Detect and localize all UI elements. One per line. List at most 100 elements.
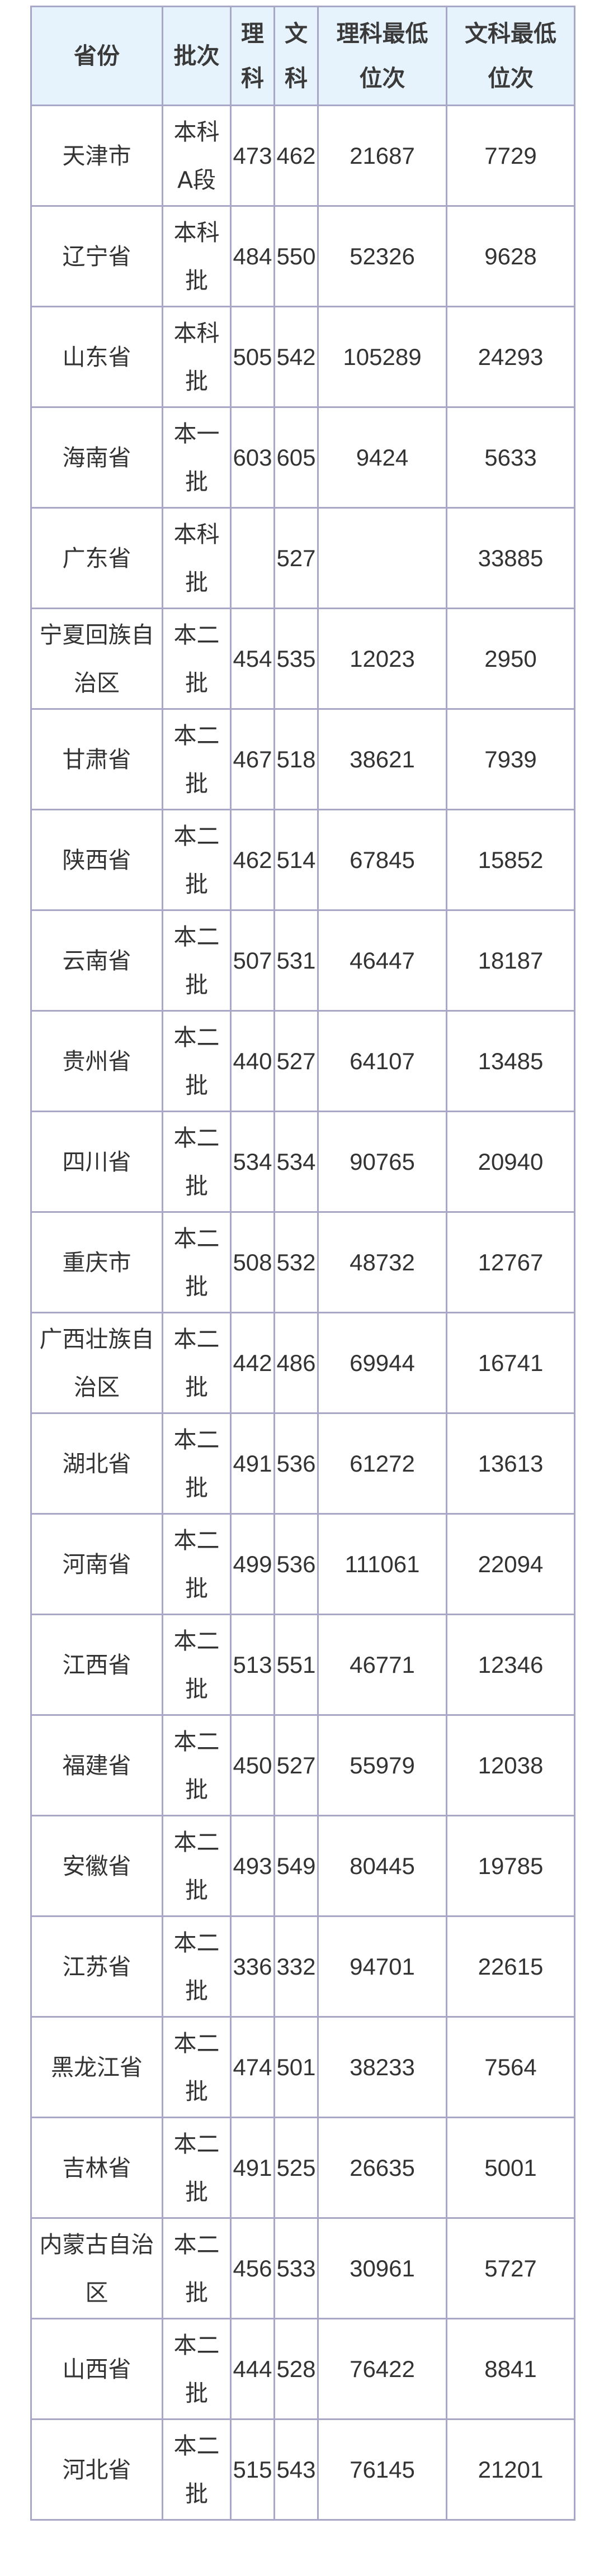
arts-min-rank-cell: 12038 [446, 1714, 575, 1816]
table-row: 重庆市 本二批 508 532 48732 12767 [30, 1211, 575, 1313]
header-arts-min-rank: 文科最低位次 [446, 6, 575, 106]
province-cell: 湖北省 [30, 1412, 163, 1515]
arts-min-rank-cell: 21201 [446, 2418, 575, 2521]
header-arts-score: 文科 [273, 6, 319, 106]
arts-min-rank-cell: 22094 [446, 1513, 575, 1615]
batch-cell: 本二批 [162, 1815, 232, 1917]
batch-cell: 本二批 [162, 1111, 232, 1213]
science-min-rank-cell: 76145 [317, 2418, 447, 2521]
batch-cell: 本二批 [162, 2217, 232, 2319]
batch-cell: 本二批 [162, 608, 232, 710]
arts-score-cell: 533 [273, 2217, 319, 2319]
science-score-cell: 474 [230, 2016, 275, 2118]
arts-score-cell: 525 [273, 2117, 319, 2219]
batch-cell: 本二批 [162, 809, 232, 911]
province-cell: 天津市 [30, 105, 163, 207]
arts-score-cell: 527 [273, 1010, 319, 1112]
table-row: 贵州省 本二批 440 527 64107 13485 [30, 1010, 575, 1112]
batch-cell: 本二批 [162, 1312, 232, 1414]
province-cell: 山东省 [30, 306, 163, 408]
arts-score-cell: 527 [273, 507, 319, 609]
arts-score-cell: 536 [273, 1412, 319, 1515]
province-cell: 云南省 [30, 909, 163, 1012]
arts-score-cell: 531 [273, 909, 319, 1012]
science-score-cell: 462 [230, 809, 275, 911]
science-score-cell: 493 [230, 1815, 275, 1917]
science-min-rank-cell: 9424 [317, 406, 447, 509]
arts-min-rank-cell: 19785 [446, 1815, 575, 1917]
province-cell: 山西省 [30, 2318, 163, 2420]
table-row: 宁夏回族自治区 本二批 454 535 12023 2950 [30, 608, 575, 710]
science-score-cell: 491 [230, 1412, 275, 1515]
batch-cell: 本科批 [162, 306, 232, 408]
arts-score-cell: 462 [273, 105, 319, 207]
batch-cell: 本二批 [162, 1010, 232, 1112]
science-score-cell: 513 [230, 1614, 275, 1716]
science-min-rank-cell: 38233 [317, 2016, 447, 2118]
batch-cell: 本二批 [162, 909, 232, 1012]
batch-cell: 本二批 [162, 2016, 232, 2118]
arts-score-cell: 535 [273, 608, 319, 710]
science-score-cell: 534 [230, 1111, 275, 1213]
province-cell: 陕西省 [30, 809, 163, 911]
table-row: 广西壮族自治区 本二批 442 486 69944 16741 [30, 1312, 575, 1414]
science-min-rank-cell: 46771 [317, 1614, 447, 1716]
batch-cell: 本二批 [162, 2418, 232, 2521]
table-row: 河北省 本二批 515 543 76145 21201 [30, 2418, 575, 2521]
science-score-cell [230, 507, 275, 609]
science-min-rank-cell: 26635 [317, 2117, 447, 2219]
arts-score-cell: 549 [273, 1815, 319, 1917]
arts-score-cell: 605 [273, 406, 319, 509]
arts-min-rank-cell: 20940 [446, 1111, 575, 1213]
table-row: 甘肃省 本二批 467 518 38621 7939 [30, 708, 575, 810]
arts-min-rank-cell: 18187 [446, 909, 575, 1012]
science-min-rank-cell: 12023 [317, 608, 447, 710]
science-min-rank-cell: 48732 [317, 1211, 447, 1313]
arts-min-rank-cell: 9628 [446, 205, 575, 307]
province-cell: 宁夏回族自治区 [30, 608, 163, 710]
science-score-cell: 440 [230, 1010, 275, 1112]
science-min-rank-cell: 111061 [317, 1513, 447, 1615]
science-min-rank-cell: 38621 [317, 708, 447, 810]
science-min-rank-cell: 80445 [317, 1815, 447, 1917]
table-row: 四川省 本二批 534 534 90765 20940 [30, 1111, 575, 1213]
arts-min-rank-cell: 13613 [446, 1412, 575, 1515]
batch-cell: 本二批 [162, 1412, 232, 1515]
arts-score-cell: 501 [273, 2016, 319, 2118]
province-cell: 河北省 [30, 2418, 163, 2521]
arts-min-rank-cell: 7939 [446, 708, 575, 810]
arts-min-rank-cell: 5633 [446, 406, 575, 509]
batch-cell: 本二批 [162, 2117, 232, 2219]
science-score-cell: 456 [230, 2217, 275, 2319]
science-min-rank-cell: 55979 [317, 1714, 447, 1816]
science-min-rank-cell: 90765 [317, 1111, 447, 1213]
batch-cell: 本二批 [162, 1614, 232, 1716]
batch-cell: 本二批 [162, 708, 232, 810]
arts-min-rank-cell: 13485 [446, 1010, 575, 1112]
science-min-rank-cell: 76422 [317, 2318, 447, 2420]
science-score-cell: 467 [230, 708, 275, 810]
province-cell: 重庆市 [30, 1211, 163, 1313]
table-row: 山东省 本科批 505 542 105289 24293 [30, 306, 575, 408]
arts-min-rank-cell: 5727 [446, 2217, 575, 2319]
science-score-cell: 454 [230, 608, 275, 710]
province-cell: 甘肃省 [30, 708, 163, 810]
table-row: 海南省 本一批 603 605 9424 5633 [30, 406, 575, 509]
science-min-rank-cell: 46447 [317, 909, 447, 1012]
science-score-cell: 603 [230, 406, 275, 509]
table-row: 福建省 本二批 450 527 55979 12038 [30, 1714, 575, 1816]
batch-cell: 本二批 [162, 1714, 232, 1816]
table-row: 广东省 本科批 527 33885 [30, 507, 575, 609]
arts-score-cell: 518 [273, 708, 319, 810]
table-row: 天津市 本科A段 473 462 21687 7729 [30, 105, 575, 207]
science-score-cell: 499 [230, 1513, 275, 1615]
arts-min-rank-cell: 24293 [446, 306, 575, 408]
science-min-rank-cell: 30961 [317, 2217, 447, 2319]
province-cell: 四川省 [30, 1111, 163, 1213]
arts-min-rank-cell: 22615 [446, 1915, 575, 2018]
arts-score-cell: 332 [273, 1915, 319, 2018]
science-score-cell: 450 [230, 1714, 275, 1816]
arts-score-cell: 528 [273, 2318, 319, 2420]
header-batch: 批次 [162, 6, 232, 106]
science-min-rank-cell: 105289 [317, 306, 447, 408]
